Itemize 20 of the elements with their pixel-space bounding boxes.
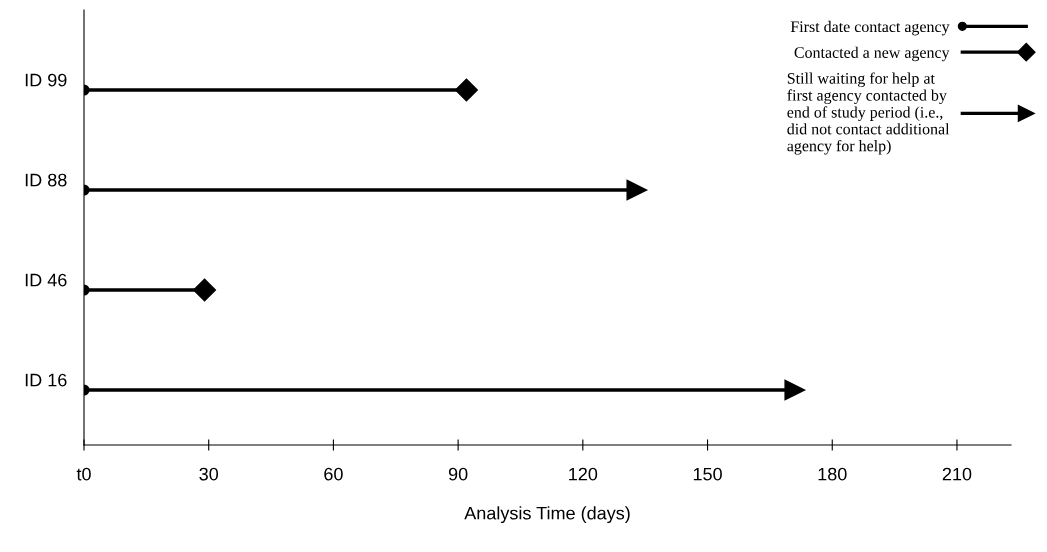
x-tick-label: 90 xyxy=(448,467,468,481)
point xyxy=(784,379,806,401)
legend-label: Contacted a new agency xyxy=(794,46,950,62)
legend-label: Still waiting for help at first agency contacted by end of study period (i.e., did not contact additional agency for help) xyxy=(787,72,950,155)
point xyxy=(454,78,478,102)
y-tick-label: ID 46 xyxy=(25,273,67,287)
x-tick-label: t0 xyxy=(76,467,91,481)
x-tick-label: 120 xyxy=(569,467,598,481)
x-tick-label: 30 xyxy=(199,467,219,481)
y-tick-label: ID 88 xyxy=(25,173,67,187)
legend-label: First date contact agency xyxy=(790,20,950,36)
x-tick-label: 150 xyxy=(693,467,722,481)
point xyxy=(193,278,217,302)
x-tick-label: 60 xyxy=(324,467,343,481)
y-tick-label: ID 16 xyxy=(25,373,67,387)
x-axis-title: Analysis Time (days) xyxy=(464,506,630,524)
y-tick-label: ID 99 xyxy=(25,73,67,87)
x-tick-label: 210 xyxy=(942,467,972,481)
point xyxy=(626,179,648,201)
x-tick-label: 180 xyxy=(818,467,847,481)
